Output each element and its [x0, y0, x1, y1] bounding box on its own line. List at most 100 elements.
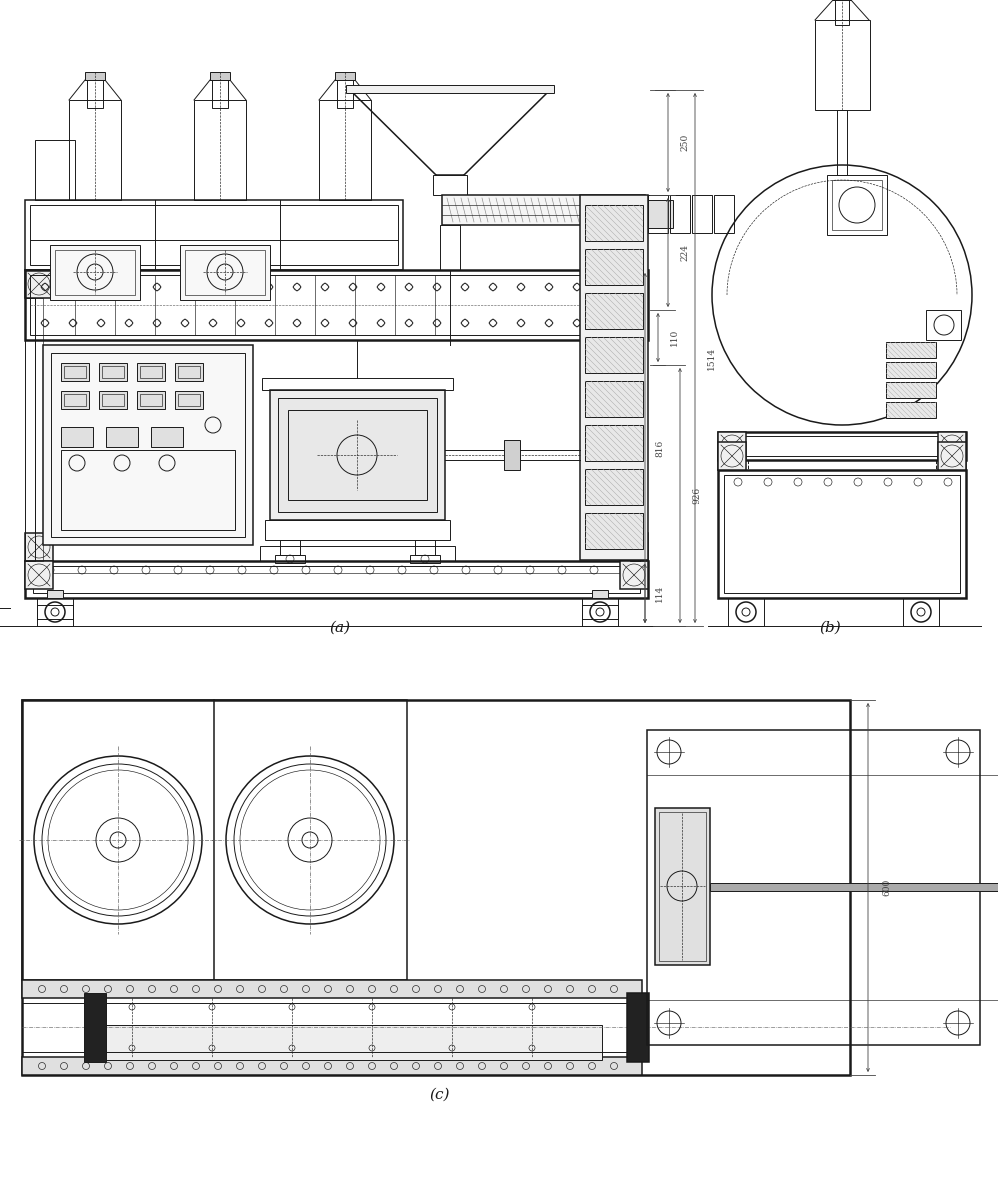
Bar: [620, 270, 648, 299]
Bar: [950, 460, 958, 470]
Bar: [61, 450, 235, 530]
Bar: [718, 432, 966, 460]
Bar: [35, 299, 43, 560]
Text: 224: 224: [680, 244, 689, 261]
Bar: [886, 342, 936, 358]
Bar: [886, 362, 936, 378]
Bar: [275, 555, 305, 563]
Bar: [815, 20, 870, 110]
Text: 1514: 1514: [707, 347, 716, 369]
Bar: [585, 205, 643, 241]
Bar: [278, 398, 437, 512]
Bar: [718, 470, 966, 598]
Bar: [718, 460, 736, 470]
Bar: [64, 366, 86, 378]
Bar: [137, 363, 165, 381]
Bar: [280, 540, 300, 555]
Bar: [722, 435, 962, 455]
Bar: [43, 345, 253, 545]
Bar: [210, 72, 230, 80]
Bar: [25, 560, 53, 589]
Bar: [337, 80, 353, 109]
Bar: [137, 391, 165, 409]
Bar: [585, 513, 643, 549]
Bar: [102, 366, 124, 378]
Bar: [655, 808, 710, 965]
Text: 600: 600: [882, 879, 891, 896]
Bar: [106, 427, 138, 447]
Bar: [670, 195, 690, 232]
Bar: [948, 460, 966, 470]
Bar: [346, 85, 554, 93]
Bar: [835, 0, 849, 25]
Bar: [265, 520, 450, 540]
Bar: [61, 391, 89, 409]
Bar: [25, 199, 403, 270]
Bar: [151, 427, 183, 447]
Bar: [627, 994, 649, 1062]
Bar: [504, 440, 520, 470]
Bar: [926, 310, 961, 340]
Text: 926: 926: [692, 487, 701, 504]
Bar: [25, 270, 648, 340]
Bar: [630, 299, 640, 560]
Bar: [180, 245, 270, 300]
Bar: [582, 605, 618, 620]
Bar: [647, 730, 980, 1045]
Bar: [175, 363, 203, 381]
Text: 250: 250: [680, 133, 689, 151]
Bar: [50, 245, 140, 300]
Bar: [585, 337, 643, 373]
Bar: [648, 195, 668, 232]
Bar: [592, 590, 608, 598]
Bar: [585, 468, 643, 505]
Bar: [25, 270, 53, 299]
Bar: [61, 363, 89, 381]
Bar: [319, 100, 371, 199]
Bar: [903, 598, 939, 627]
Text: 114: 114: [655, 585, 664, 602]
Bar: [35, 140, 75, 199]
Bar: [84, 994, 106, 1062]
Bar: [433, 175, 467, 195]
Bar: [22, 981, 642, 998]
Bar: [30, 275, 643, 335]
Bar: [25, 560, 648, 598]
Bar: [585, 513, 643, 549]
Bar: [175, 391, 203, 409]
Bar: [585, 381, 643, 417]
Text: 110: 110: [670, 329, 679, 346]
Bar: [728, 598, 764, 627]
Bar: [410, 555, 440, 563]
Bar: [99, 363, 127, 381]
Bar: [22, 1057, 642, 1075]
Bar: [718, 432, 746, 460]
Bar: [620, 560, 648, 589]
Bar: [585, 337, 643, 373]
Bar: [585, 425, 643, 461]
Bar: [140, 366, 162, 378]
Bar: [87, 80, 103, 109]
Bar: [22, 700, 407, 981]
Bar: [580, 195, 648, 560]
Bar: [585, 249, 643, 286]
Bar: [37, 605, 73, 620]
Bar: [85, 72, 105, 80]
Bar: [30, 205, 398, 266]
Bar: [335, 72, 355, 80]
Bar: [582, 598, 618, 627]
Bar: [710, 883, 998, 891]
Bar: [648, 199, 673, 228]
Bar: [714, 195, 734, 232]
Bar: [724, 476, 960, 594]
Bar: [22, 700, 850, 1075]
Bar: [659, 812, 706, 961]
Bar: [585, 293, 643, 329]
Bar: [720, 460, 728, 470]
Bar: [37, 598, 73, 627]
Bar: [442, 195, 645, 225]
Bar: [51, 353, 245, 537]
Bar: [585, 293, 643, 329]
Bar: [178, 394, 200, 406]
Text: (a): (a): [329, 621, 350, 635]
